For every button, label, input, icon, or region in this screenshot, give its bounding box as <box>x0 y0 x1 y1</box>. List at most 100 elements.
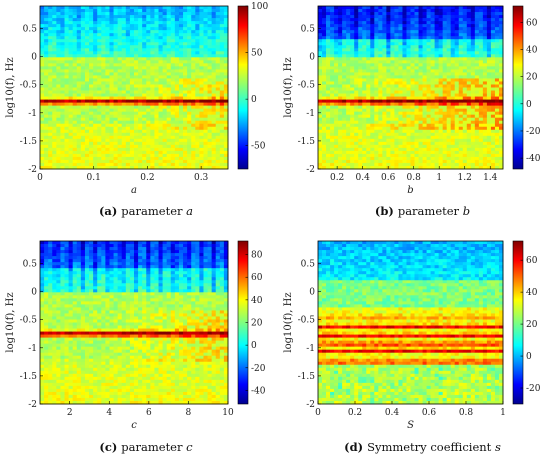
heatmap-cell <box>109 66 114 70</box>
heatmap-cell <box>166 93 172 97</box>
heatmap-cell <box>442 66 448 70</box>
heatmap-cell <box>117 12 123 16</box>
heatmap-cell <box>215 105 221 110</box>
heatmap-cell <box>223 117 229 122</box>
heatmap-cell <box>187 12 192 16</box>
heatmap-cell <box>80 78 86 82</box>
heatmap-cell <box>170 93 176 97</box>
heatmap-cell <box>146 30 151 34</box>
heatmap-cell <box>338 63 343 67</box>
heatmap-cell <box>494 150 500 155</box>
heatmap-cell <box>150 69 155 73</box>
heatmap-cell <box>56 141 61 146</box>
heatmap-cell <box>60 147 65 152</box>
heatmap-cell <box>121 6 127 10</box>
heatmap-cell <box>97 15 102 19</box>
heatmap-cell <box>154 108 159 113</box>
heatmap-cell <box>68 150 74 155</box>
heatmap-cell <box>150 18 155 22</box>
heatmap-cell <box>430 99 436 103</box>
heatmap-cell <box>89 132 94 137</box>
heatmap-cell <box>162 6 168 10</box>
heatmap-cell <box>52 36 57 40</box>
heatmap-cell <box>187 144 192 149</box>
heatmap-cell <box>109 87 114 91</box>
heatmap-cell <box>350 123 355 128</box>
heatmap-cell <box>338 141 343 146</box>
heatmap-cell <box>478 111 484 116</box>
heatmap-cell <box>183 33 188 37</box>
heatmap-cell <box>358 54 363 58</box>
heatmap-cell <box>410 132 415 137</box>
heatmap-cell <box>382 72 387 76</box>
heatmap-cell <box>342 120 347 125</box>
heatmap-cell <box>146 78 151 82</box>
heatmap-cell <box>211 54 217 58</box>
heatmap-cell <box>418 45 423 49</box>
heatmap-cell <box>426 39 432 43</box>
heatmap-cell <box>56 15 61 19</box>
heatmap-cell <box>362 30 367 34</box>
heatmap-cell <box>478 135 484 140</box>
heatmap-cell <box>326 27 331 31</box>
heatmap-cell <box>207 60 213 64</box>
heatmap-cell <box>458 39 464 43</box>
heatmap-cell <box>406 162 411 167</box>
heatmap-cell <box>72 117 78 122</box>
heatmap-cell <box>121 132 127 137</box>
heatmap-cell <box>170 135 176 140</box>
heatmap-cell <box>162 57 168 61</box>
heatmap-cell <box>358 60 363 64</box>
heatmap-cell <box>72 45 78 49</box>
heatmap-cell <box>478 126 484 131</box>
heatmap-cell <box>72 42 78 46</box>
heatmap-cell <box>187 54 192 58</box>
heatmap-cell <box>109 117 114 122</box>
heatmap-cell <box>142 126 147 131</box>
heatmap-cell <box>322 6 327 10</box>
heatmap-cell <box>418 129 423 134</box>
heatmap-cell <box>362 51 367 55</box>
heatmap-cell <box>430 57 436 61</box>
heatmap-cell <box>170 66 176 70</box>
heatmap-cell <box>178 117 184 122</box>
heatmap-cell <box>109 156 114 161</box>
heatmap-cell <box>414 15 419 19</box>
heatmap-cell <box>134 87 139 91</box>
heatmap-cell <box>362 87 367 91</box>
heatmap-cell <box>215 36 221 40</box>
heatmap-cell <box>374 72 379 76</box>
heatmap-cell <box>434 108 440 113</box>
heatmap-cell <box>326 6 331 10</box>
heatmap-cell <box>223 78 229 82</box>
heatmap-cell <box>134 153 139 158</box>
heatmap-cell <box>223 21 229 25</box>
heatmap-cell <box>142 93 147 97</box>
heatmap-cell <box>195 51 200 55</box>
heatmap-cell <box>178 108 184 113</box>
heatmap-cell <box>138 120 143 125</box>
heatmap-cell <box>318 75 323 79</box>
heatmap-cell <box>422 24 427 28</box>
heatmap-cell <box>434 21 440 25</box>
heatmap-cell <box>470 99 476 103</box>
heatmap-cell <box>386 75 391 79</box>
heatmap-cell <box>482 96 488 100</box>
heatmap-cell <box>398 75 403 79</box>
heatmap-cell <box>478 48 484 52</box>
heatmap-cell <box>414 150 419 155</box>
heatmap-cell <box>354 69 359 73</box>
heatmap-cell <box>183 30 188 34</box>
heatmap-cell <box>183 159 188 164</box>
heatmap-cell <box>52 150 57 155</box>
heatmap-cell <box>458 6 464 10</box>
heatmap-cell <box>482 21 488 25</box>
heatmap-cell <box>318 66 323 70</box>
heatmap-cell <box>486 132 492 137</box>
heatmap-cell <box>129 105 135 110</box>
heatmap-cell <box>322 63 327 67</box>
heatmap-cell <box>478 54 484 58</box>
heatmap-cell <box>370 156 375 161</box>
heatmap-cell <box>166 72 172 76</box>
heatmap-cell <box>374 27 379 31</box>
